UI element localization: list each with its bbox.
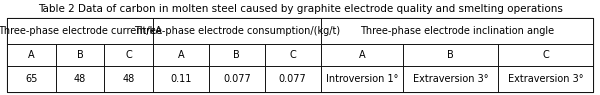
Bar: [153, 66, 209, 92]
Bar: [403, 44, 498, 66]
Bar: [7, 66, 56, 92]
Bar: [498, 66, 593, 92]
Bar: [320, 44, 403, 66]
Bar: [56, 44, 104, 66]
Text: A: A: [359, 50, 365, 60]
Text: 0.077: 0.077: [223, 74, 251, 84]
Bar: [7, 44, 56, 66]
Text: Three-phase electrode consumption/(kg/t): Three-phase electrode consumption/(kg/t): [134, 26, 340, 36]
Bar: [320, 66, 403, 92]
Text: B: B: [233, 50, 240, 60]
Text: A: A: [28, 50, 35, 60]
Text: B: B: [448, 50, 454, 60]
Text: C: C: [289, 50, 296, 60]
Bar: [7, 17, 153, 44]
Text: A: A: [178, 50, 184, 60]
Bar: [209, 66, 265, 92]
Bar: [498, 44, 593, 66]
Text: 48: 48: [122, 74, 135, 84]
Bar: [104, 44, 153, 66]
Bar: [209, 44, 265, 66]
Bar: [56, 66, 104, 92]
Text: B: B: [77, 50, 83, 60]
Text: Three-phase electrode current/kA: Three-phase electrode current/kA: [0, 26, 162, 36]
Bar: [265, 66, 320, 92]
Bar: [104, 66, 153, 92]
Bar: [7, 17, 593, 92]
Text: Extraversion 3°: Extraversion 3°: [508, 74, 583, 84]
Bar: [403, 66, 498, 92]
Text: Introversion 1°: Introversion 1°: [326, 74, 398, 84]
Text: Table 2 Data of carbon in molten steel caused by graphite electrode quality and : Table 2 Data of carbon in molten steel c…: [38, 4, 562, 14]
Text: C: C: [125, 50, 132, 60]
Text: 48: 48: [74, 74, 86, 84]
Text: C: C: [542, 50, 549, 60]
Bar: [265, 44, 320, 66]
Text: Three-phase electrode inclination angle: Three-phase electrode inclination angle: [360, 26, 554, 36]
Text: 65: 65: [25, 74, 38, 84]
Bar: [153, 17, 320, 44]
Text: 0.077: 0.077: [279, 74, 307, 84]
Bar: [153, 44, 209, 66]
Text: Extraversion 3°: Extraversion 3°: [413, 74, 488, 84]
Text: 0.11: 0.11: [170, 74, 191, 84]
Bar: [320, 17, 593, 44]
